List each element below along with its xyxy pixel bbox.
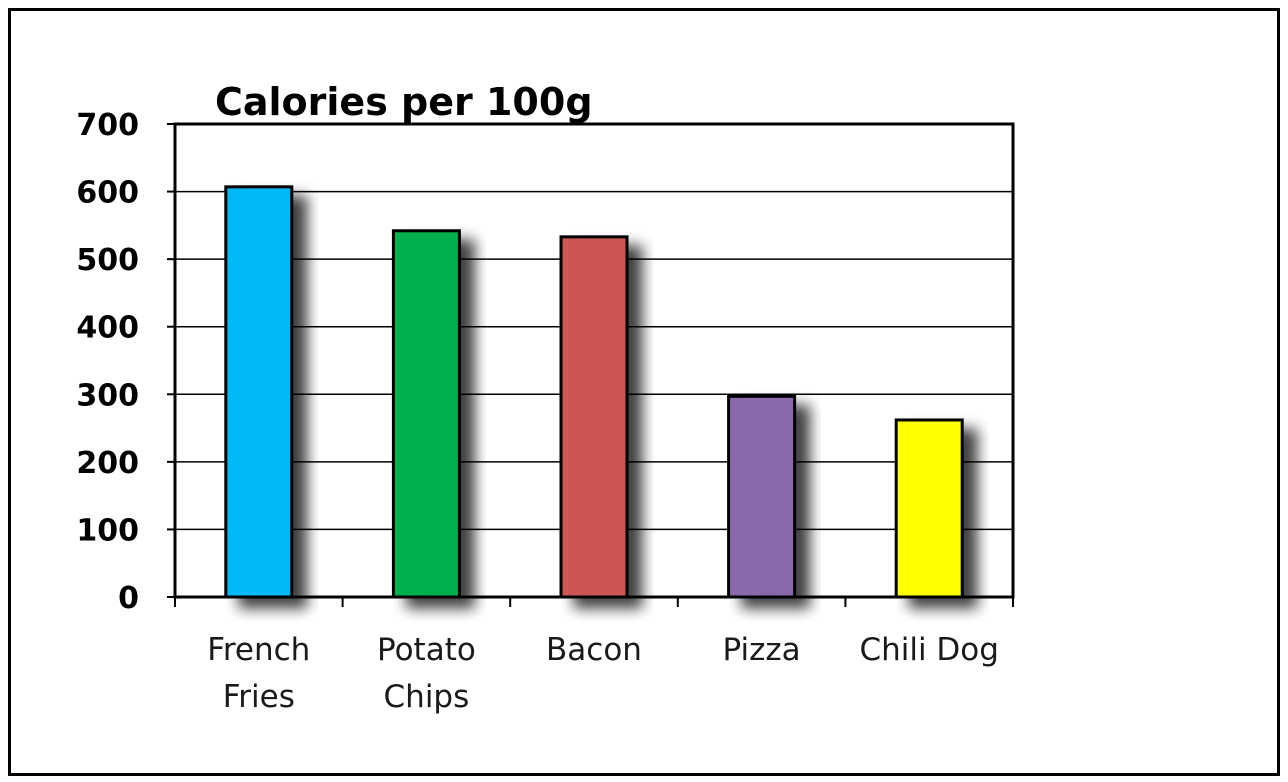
y-tick-label: 600	[76, 176, 139, 211]
bar	[559, 235, 629, 599]
x-tick-label: Potato Chips	[377, 632, 476, 715]
x-tick-label: Chili Dog	[859, 632, 999, 668]
axes	[167, 122, 1015, 607]
x-tick-label: Bacon	[546, 632, 642, 668]
x-tick-label: French Fries	[207, 632, 310, 715]
y-tick-label: 400	[76, 311, 139, 346]
bar	[894, 418, 964, 599]
tick-labels: 0 100 200 300 400 500 600 700 French Fries Potato C…	[76, 108, 999, 715]
x-tick-label-line: Pizza	[723, 632, 801, 668]
x-tick-label-line: Chili Dog	[859, 632, 999, 668]
y-tick-label: 500	[76, 243, 139, 278]
bar	[727, 394, 797, 599]
y-tick-label: 100	[76, 513, 139, 548]
x-tick-label-line: Potato	[377, 632, 476, 668]
y-tick-label: 0	[118, 581, 139, 616]
plot-area-border	[173, 122, 1015, 599]
x-tick-label: Pizza	[723, 632, 801, 668]
bars	[224, 185, 964, 599]
y-tick-label: 200	[76, 446, 139, 481]
y-tick-label: 700	[76, 108, 139, 143]
x-tick-label-line: Fries	[223, 679, 295, 715]
x-tick-label-line: Chips	[384, 679, 470, 715]
x-tick-label-line: French	[207, 632, 310, 668]
chart-frame	[8, 8, 1280, 776]
bar	[391, 229, 461, 599]
chart-title: Calories per 100g	[215, 80, 593, 124]
bar	[224, 185, 294, 599]
y-tick-label: 300	[76, 378, 139, 413]
x-tick-label-line: Bacon	[546, 632, 642, 668]
